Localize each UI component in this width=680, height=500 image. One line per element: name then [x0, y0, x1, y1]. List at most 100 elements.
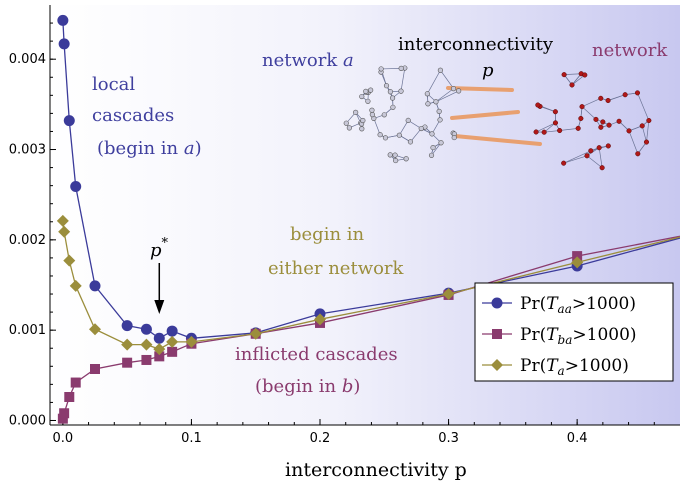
data-point [491, 359, 503, 371]
legend-label: Pr(Ta>1000) [520, 356, 629, 378]
network-b-node [646, 117, 652, 124]
network-b-node [552, 109, 558, 115]
data-point [70, 377, 81, 388]
network-a-node [369, 112, 375, 118]
y-tick-label: 0.003 [9, 143, 46, 158]
data-point [185, 335, 198, 348]
data-point [58, 38, 70, 50]
network-b-node [639, 123, 645, 129]
legend-label: Pr(Taa>1000) [520, 294, 636, 316]
network-b-node [533, 129, 539, 135]
network-a-node [437, 117, 443, 123]
network-edge [637, 92, 650, 121]
data-point [63, 254, 76, 267]
annotation-pstar: p* [150, 236, 169, 261]
network-a-node [429, 131, 435, 137]
data-point [141, 354, 152, 365]
network-b-node [535, 102, 541, 108]
network-a-node [382, 135, 389, 141]
y-tick-label: 0.004 [9, 52, 46, 67]
network-b-node [582, 72, 588, 78]
network-a-node [360, 117, 366, 124]
network-a-node [387, 152, 393, 158]
data-point [56, 214, 69, 227]
annotation-inflicted-line2: (begin in b) [255, 376, 360, 397]
network-b-node [598, 124, 604, 130]
data-point [153, 343, 166, 356]
data-point [153, 332, 165, 344]
data-point [154, 351, 165, 362]
network-edge [641, 125, 647, 143]
network-a-node [378, 66, 384, 72]
network-a-node [396, 132, 402, 138]
annotation-local-line2: cascades [92, 105, 174, 126]
network-edge [410, 128, 422, 143]
arrow-head [154, 300, 165, 314]
network-a-node [438, 140, 444, 146]
data-point [491, 297, 503, 309]
data-point [90, 364, 100, 374]
network-a-node [393, 157, 399, 164]
network-edge [440, 70, 454, 89]
network-b-node [599, 165, 605, 171]
network-a-node [343, 120, 349, 126]
interlink-edge [450, 110, 520, 120]
network-b-node [593, 116, 599, 122]
network-edge [431, 142, 442, 156]
network-illustration [343, 65, 652, 171]
data-point [57, 14, 69, 26]
network-b-node [575, 125, 581, 131]
network-edge [435, 88, 454, 103]
data-point [140, 338, 153, 351]
data-point [166, 335, 179, 348]
network-a-node [456, 88, 462, 94]
data-point [122, 357, 133, 368]
x-tick-label: 0.4 [567, 431, 588, 446]
network-a-node [383, 83, 390, 89]
network-edge [628, 130, 639, 154]
series-layer [56, 14, 680, 424]
network-a-node [368, 87, 374, 93]
network-edge [427, 70, 441, 94]
network-edge [563, 150, 591, 164]
data-point [492, 329, 502, 339]
network-b-node [606, 122, 612, 128]
network-edge [563, 155, 588, 164]
legend: Pr(Taa>1000) Pr(Tba>1000) Pr(Ta>1000) [474, 282, 674, 382]
network-b-node [552, 120, 559, 126]
network-b-node [584, 153, 590, 159]
network-a-node [450, 86, 457, 92]
x-tick-label: 0.1 [181, 431, 202, 446]
data-point [249, 327, 262, 340]
data-point [167, 346, 178, 357]
network-a-node [433, 99, 439, 105]
data-point [572, 251, 583, 262]
data-point [89, 280, 101, 292]
network-b-node [634, 90, 641, 96]
data-point [166, 325, 178, 337]
network-a-node [377, 132, 383, 138]
network-a-node [437, 67, 444, 73]
network-a-node [436, 108, 442, 114]
network-b-node [557, 127, 563, 134]
network-b-node [541, 129, 547, 135]
network-edge [581, 106, 597, 120]
network-a-node [425, 101, 431, 107]
axis-ticks: 0.0 0.1 0.2 0.3 0.4 0.000 0.001 0.002 0.003 0.004 [9, 22, 655, 446]
network-edge [400, 67, 406, 92]
network-a-node [369, 107, 375, 113]
annotation-either-line1: begin in [290, 224, 365, 245]
data-point [69, 279, 82, 292]
network-a-node [403, 156, 409, 162]
network-b-node [598, 95, 604, 101]
network-edge [586, 155, 603, 168]
network-a-node [359, 126, 365, 132]
network-a-node [392, 152, 398, 158]
network-edge [607, 94, 626, 101]
data-point [121, 338, 134, 351]
network-b-node [605, 97, 611, 104]
data-point [58, 225, 71, 238]
data-point [140, 323, 152, 335]
network-edge [564, 73, 582, 75]
y-tick-label: 0.002 [9, 233, 46, 248]
